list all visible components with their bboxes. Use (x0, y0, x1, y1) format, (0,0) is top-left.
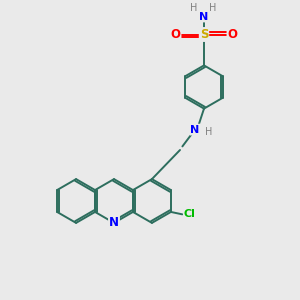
Text: S: S (200, 28, 208, 41)
Text: N: N (190, 124, 200, 135)
Text: O: O (227, 28, 238, 41)
Text: H: H (205, 127, 212, 137)
Text: H: H (209, 3, 217, 14)
Text: N: N (200, 11, 208, 22)
Text: N: N (109, 216, 119, 230)
Text: O: O (170, 28, 181, 41)
Text: Cl: Cl (184, 209, 196, 219)
Text: H: H (190, 3, 197, 14)
